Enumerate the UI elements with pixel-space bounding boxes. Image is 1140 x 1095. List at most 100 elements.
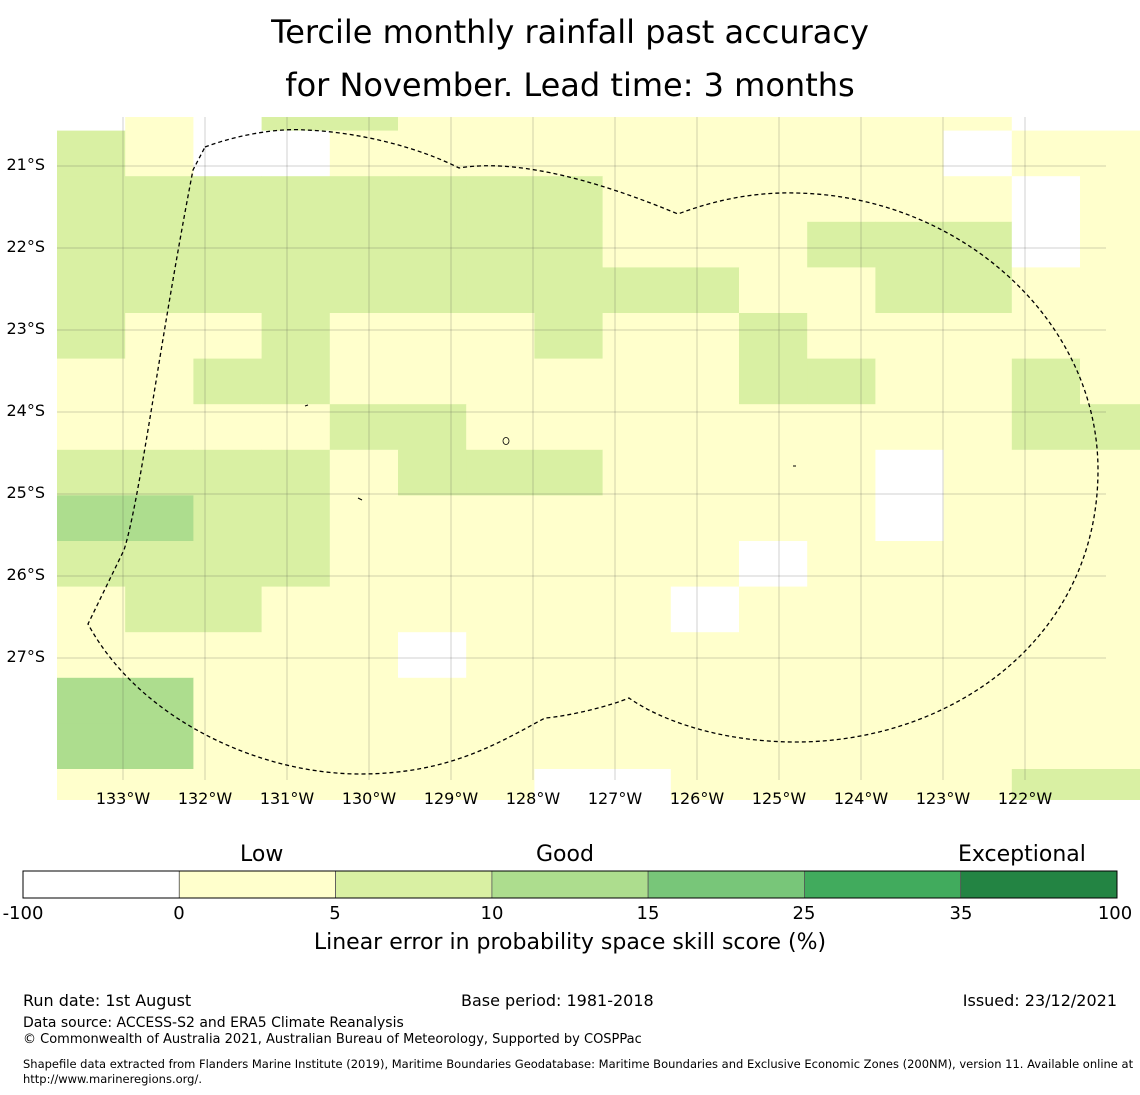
lat-label: 25°S [6,483,45,502]
grid-cell [739,769,808,800]
grid-cell [261,632,331,679]
lon-label: 132°W [177,789,233,808]
grid-cell [125,586,194,633]
map-title: Tercile monthly rainfall past accuracy f… [0,6,1140,112]
grid-cell [1011,176,1081,223]
grid-cell [398,449,467,496]
grid-cell [943,117,1013,131]
grid-cell [534,769,603,800]
grid-cell [534,221,603,268]
grid-cell [739,449,808,496]
grid-cell [57,404,126,451]
grid-cell [534,313,603,359]
lon-label: 125°W [751,789,807,808]
grid-cell [398,677,467,724]
grid-cell [466,130,535,177]
grid-cell [193,723,262,770]
grid-cell [1080,404,1140,451]
graticule-lines [57,117,1106,780]
grid-cell [534,495,603,542]
grid-cell [943,267,1013,314]
grid-cell [57,267,126,314]
grid-cell [193,586,262,633]
grid-cell [739,404,808,451]
grid-cell [193,495,262,542]
grid-cell [1011,541,1081,587]
grid-cell [1080,267,1140,314]
grid-cell [329,632,399,679]
grid-cell [602,313,672,359]
grid-cell [670,632,740,679]
grid-cell [398,358,467,405]
grid-cell [1011,586,1081,633]
lat-label: 22°S [6,237,45,256]
grid-cell [807,632,876,679]
grid-cell [1080,117,1140,131]
lon-label: 127°W [587,789,643,808]
grid-cell [739,358,808,405]
colorbar-tick: 0 [173,903,185,924]
grid-cell [534,723,603,770]
grid-cell [602,723,672,770]
grid-cell [534,117,603,131]
grid-cell [398,221,467,268]
colorbar-tick: 25 [792,903,816,924]
grid-cell [193,313,262,359]
grid-cell [57,176,126,223]
grid-cell [943,723,1013,770]
grid-cell [807,586,876,633]
grid-cell [739,495,808,542]
colorbar-segment [491,870,649,899]
lon-label: 128°W [505,789,561,808]
grid-cell [329,176,399,223]
grid-cell [602,541,672,587]
grid-cell [125,117,194,131]
grid-cell [1080,313,1140,359]
grid-cell [534,358,603,405]
grid-cell [261,313,331,359]
data-source: Data source: ACCESS-S2 and ERA5 Climate … [23,1015,404,1031]
issued-date: Issued: 23/12/2021 [962,991,1117,1010]
grid-cell [329,723,399,770]
grid-cell [193,632,262,679]
lat-label: 26°S [6,565,45,584]
grid-cell [329,449,399,496]
grid-cell [329,404,399,451]
grid-cell [57,117,126,131]
grid-cell [1080,130,1140,177]
grid-cell [534,130,603,177]
grid-cell [261,404,331,451]
run-date: Run date: 1st August [23,991,192,1010]
grid-cell [943,541,1013,587]
grid-cell [57,358,126,405]
grid-cell [1080,586,1140,633]
grid-cell [534,541,603,587]
grid-cell [1011,449,1081,496]
shapefile-credit: Shapefile data extracted from Flanders M… [23,1057,1134,1086]
grid-cell [193,221,262,268]
island-outline [502,437,510,445]
grid-cell [943,677,1013,724]
grid-cell [1011,632,1081,679]
grid-cell [261,449,331,496]
title-line-1: Tercile monthly rainfall past accuracy [271,13,869,51]
grid-cell [1011,221,1081,268]
grid-cell [875,313,944,359]
lon-label: 129°W [423,789,479,808]
grid-cell [739,632,808,679]
grid-cell [807,117,876,131]
grid-cell [466,677,535,724]
grid-cell [261,495,331,542]
grid-cell [943,404,1013,451]
grid-cell [329,358,399,405]
grid-cell [193,449,262,496]
grid-cell [261,586,331,633]
grid-cell [261,769,331,800]
grid-cell [398,632,467,679]
grid-cell [193,117,262,131]
grid-cell [602,495,672,542]
grid-cell [57,677,126,724]
grid-cell [329,313,399,359]
lon-label: 131°W [259,789,315,808]
grid-cell [807,130,876,177]
